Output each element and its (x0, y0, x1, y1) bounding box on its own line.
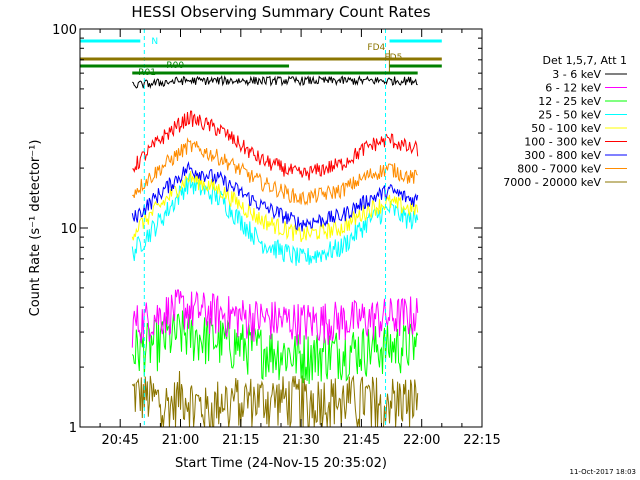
night-label: N (151, 37, 158, 47)
x-tick-label: 22:00 (403, 433, 440, 448)
y-tick-label: 10 (60, 222, 77, 237)
r01-label: R01 (138, 68, 156, 78)
legend-label: 100 - 300 keV (524, 136, 601, 149)
fd5-label: FD5 (385, 53, 403, 63)
legend-label: 6 - 12 keV (545, 82, 601, 95)
x-tick-label: 21:00 (162, 433, 199, 448)
series-line-2 (131, 310, 419, 385)
x-axis-label: Start Time (24-Nov-15 20:35:02) (175, 456, 387, 471)
y-tick-label: 1 (69, 421, 77, 436)
series-line-1 (131, 289, 419, 348)
legend-label: 300 - 800 keV (524, 149, 601, 162)
x-tick-label: 20:45 (101, 433, 138, 448)
series-line-5 (132, 110, 419, 181)
series-line-7 (132, 137, 418, 206)
generation-timestamp: 11-Oct-2017 18:03 (570, 468, 636, 476)
legend-label: 800 - 7000 keV (517, 163, 601, 176)
series-line-3 (131, 173, 419, 266)
x-tick-label: 21:30 (282, 433, 319, 448)
y-axis-label: Count Rate (s⁻¹ detector⁻¹) (28, 140, 43, 317)
series-line-4 (131, 171, 419, 243)
r00-label: R00 (166, 61, 184, 71)
x-tick-label: 21:45 (343, 433, 380, 448)
series-line-8 (131, 370, 419, 428)
y-tick-label: 100 (52, 23, 77, 38)
legend-title: Det 1,5,7, Att 1 (543, 54, 627, 67)
legend-label: 25 - 50 keV (538, 109, 601, 122)
x-tick-label: 22:15 (463, 433, 500, 448)
legend-label: 3 - 6 keV (552, 68, 601, 81)
legend-label: 7000 - 20000 keV (503, 176, 601, 189)
legend-label: 50 - 100 keV (531, 122, 601, 135)
fd4-label: FD4 (367, 43, 385, 53)
series-line-0 (132, 74, 418, 90)
x-tick-label: 21:15 (222, 433, 259, 448)
series-line-6 (131, 160, 419, 232)
legend-label: 12 - 25 keV (538, 95, 601, 108)
chart-title: HESSI Observing Summary Count Rates (131, 3, 430, 21)
